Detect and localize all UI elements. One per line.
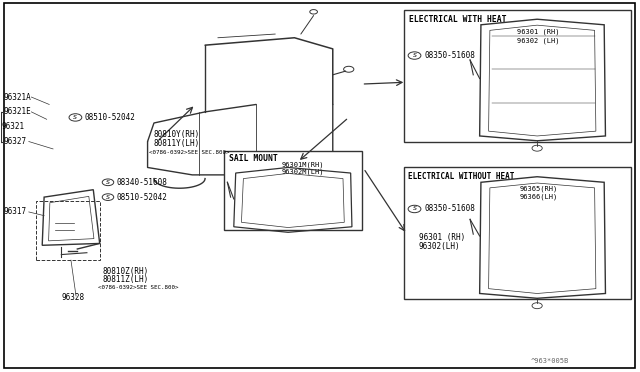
Text: 96328: 96328: [61, 293, 84, 302]
Text: S: S: [106, 195, 110, 200]
Text: 96301M(RH): 96301M(RH): [282, 162, 324, 169]
FancyBboxPatch shape: [224, 151, 362, 231]
Text: ELECTRICAL WITH HEAT: ELECTRICAL WITH HEAT: [410, 15, 507, 24]
Text: 96301 (RH): 96301 (RH): [419, 233, 465, 243]
Text: <0786-0392>SEE SEC.800>: <0786-0392>SEE SEC.800>: [150, 150, 230, 155]
Text: ELECTRICAL WITHOUT HEAT: ELECTRICAL WITHOUT HEAT: [408, 172, 515, 181]
Text: 96302(LH): 96302(LH): [419, 241, 461, 250]
FancyBboxPatch shape: [404, 167, 631, 299]
Text: 80810Z(RH): 80810Z(RH): [103, 267, 149, 276]
Text: 96365(RH): 96365(RH): [519, 186, 557, 192]
Text: 96302 (LH): 96302 (LH): [516, 37, 559, 44]
Text: 96366(LH): 96366(LH): [519, 194, 557, 201]
Text: 96321E: 96321E: [4, 108, 31, 116]
Text: <0786-0392>SEE SEC.800>: <0786-0392>SEE SEC.800>: [99, 285, 179, 291]
Text: 08350-51608: 08350-51608: [424, 51, 475, 60]
Text: 80811Z(LH): 80811Z(LH): [103, 275, 149, 284]
Text: S: S: [74, 115, 77, 120]
Text: ^963*005B: ^963*005B: [531, 358, 569, 364]
Text: 96327: 96327: [4, 137, 27, 146]
Text: 96301 (RH): 96301 (RH): [516, 29, 559, 35]
Text: 08510-52042: 08510-52042: [85, 113, 136, 122]
Text: 96321A: 96321A: [4, 93, 31, 102]
Text: S: S: [413, 206, 417, 211]
Text: 08350-51608: 08350-51608: [424, 205, 475, 214]
Text: 08340-51608: 08340-51608: [117, 178, 168, 187]
Text: 96321: 96321: [2, 122, 25, 131]
Text: 08510-52042: 08510-52042: [117, 193, 168, 202]
Text: S: S: [413, 53, 417, 58]
Text: 96317: 96317: [4, 208, 27, 217]
Text: 96302M(LH): 96302M(LH): [282, 169, 324, 175]
Text: 80811Y(LH): 80811Y(LH): [154, 139, 200, 148]
Text: SAIL MOUNT: SAIL MOUNT: [229, 154, 278, 163]
FancyBboxPatch shape: [404, 10, 631, 141]
Text: S: S: [106, 180, 110, 185]
Text: 80810Y(RH): 80810Y(RH): [154, 129, 200, 139]
